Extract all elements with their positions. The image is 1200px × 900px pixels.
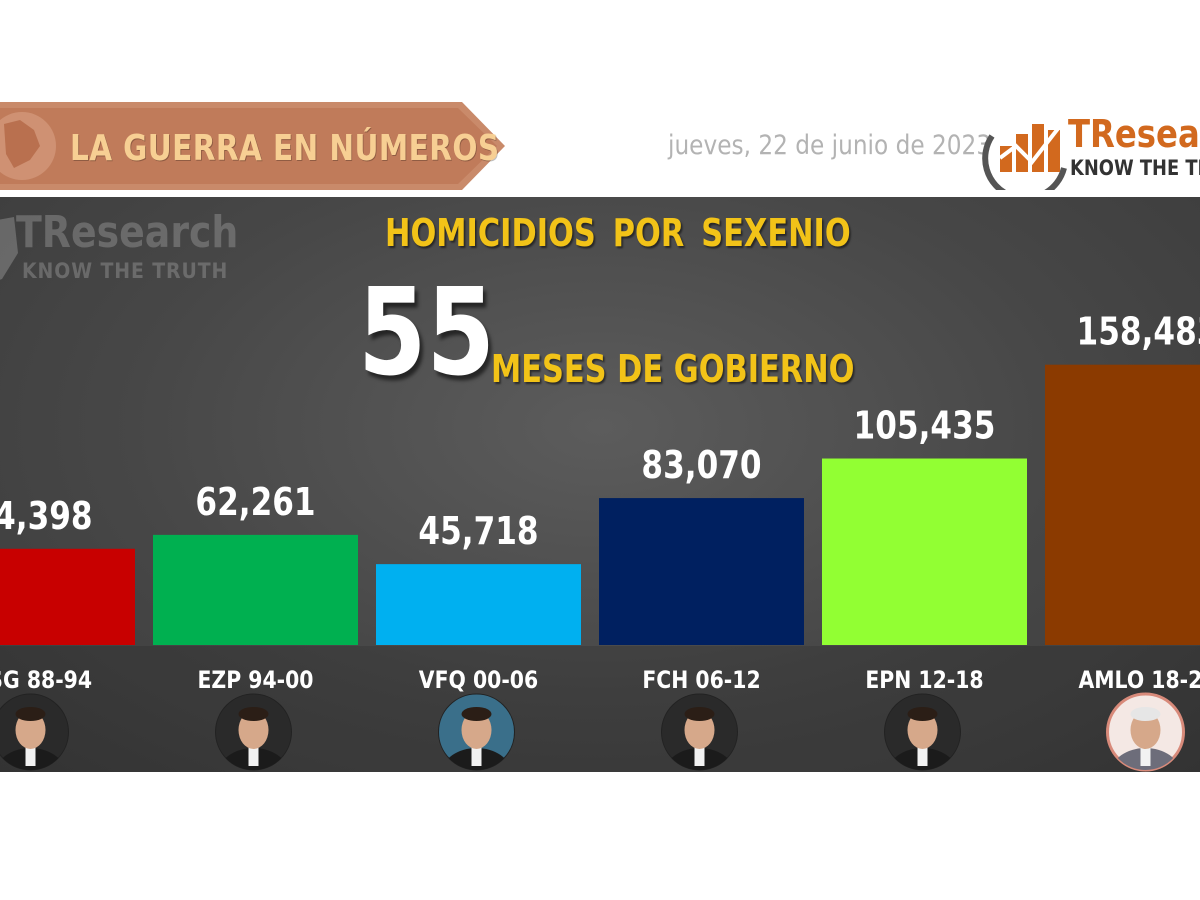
chart-panel: TResearch KNOW THE TRUTH HOMICIDIOS POR … — [0, 197, 1200, 772]
category-label-4: EPN 12-18 — [865, 666, 983, 694]
bar-0 — [0, 548, 135, 645]
banner-title: LA GUERRA EN NÚMEROS — [70, 128, 500, 169]
portrait-amlo-icon — [1106, 692, 1185, 772]
watermark-logo: TResearch KNOW THE TRUTH — [0, 207, 252, 287]
category-label-0: CSG 88-94 — [0, 666, 92, 694]
bar-2 — [376, 564, 581, 645]
logo-brand: TResearch — [1068, 112, 1200, 156]
months-number: 55 — [358, 264, 495, 403]
portrait-csg-icon — [0, 693, 69, 771]
logo-tagline: KNOW THE TRUTH — [1070, 156, 1200, 180]
mexico-map-icon — [0, 112, 56, 180]
portrait-epn-icon — [884, 693, 961, 771]
value-label-5: 158,483 — [1077, 311, 1200, 355]
months-label: MESES DE GOBIERNO — [491, 347, 855, 391]
header-date: jueves, 22 de junio de 2023 — [668, 130, 992, 161]
category-label-5: AMLO 18-24 — [1078, 666, 1200, 694]
portrait-ezp-icon — [215, 693, 292, 771]
category-label-1: EZP 94-00 — [198, 666, 314, 694]
header-band: LA GUERRA EN NÚMEROS jueves, 22 de junio… — [0, 98, 1200, 194]
value-label-2: 45,718 — [418, 510, 538, 554]
title-banner: LA GUERRA EN NÚMEROS — [0, 102, 505, 190]
watermark-shield-icon — [0, 217, 18, 280]
category-label-2: VFQ 00-06 — [419, 666, 538, 694]
category-strip — [0, 646, 1200, 772]
tresearch-logo: TResearch KNOW THE TRUTH — [980, 106, 1200, 190]
watermark-brand: TResearch — [16, 207, 239, 258]
watermark-tagline: KNOW THE TRUTH — [22, 259, 229, 283]
bar-5 — [1045, 364, 1200, 645]
value-label-3: 83,070 — [641, 444, 761, 488]
bar-1 — [153, 534, 358, 645]
chart-title: HOMICIDIOS POR SEXENIO — [385, 211, 851, 255]
bar-chart: 54,398 62,261 45,718 83,070 105,435 158,483 C… — [0, 311, 1200, 772]
bar-4 — [822, 458, 1027, 645]
value-label-1: 62,261 — [195, 481, 315, 525]
portrait-fch-icon — [661, 693, 738, 771]
portrait-vfq-icon — [438, 693, 515, 771]
category-label-3: FCH 06-12 — [642, 666, 760, 694]
banner-shape — [0, 102, 505, 190]
value-label-0: 54,398 — [0, 495, 93, 539]
value-label-4: 105,435 — [854, 405, 996, 449]
bar-3 — [599, 498, 804, 645]
logo-chart-icon — [982, 124, 1067, 190]
